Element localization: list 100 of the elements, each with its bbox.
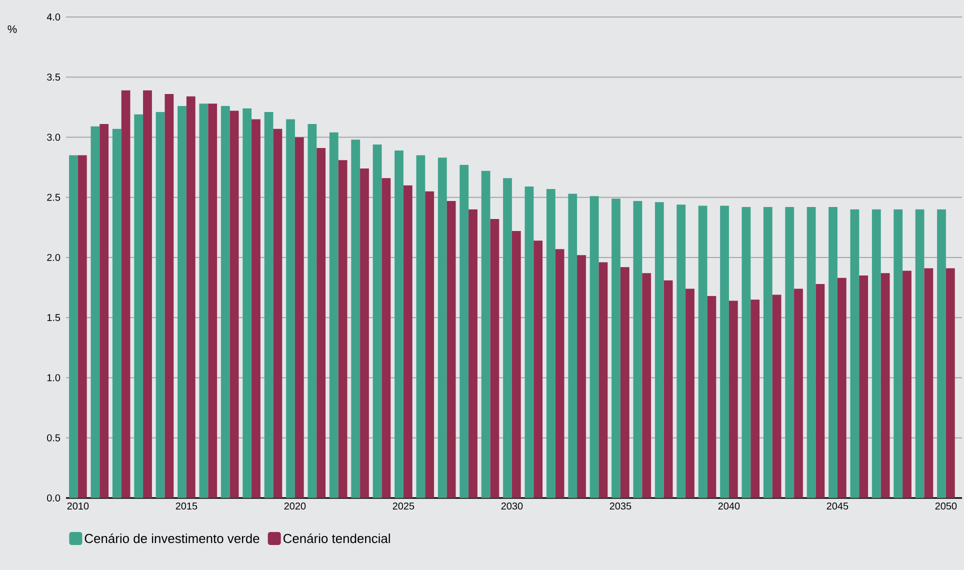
x-tick-label: 2040: [718, 502, 740, 510]
x-tick-label: 2045: [826, 502, 848, 510]
bar: [555, 249, 564, 498]
bar: [915, 209, 924, 498]
bar: [490, 219, 500, 498]
x-tick-label: 2020: [284, 502, 306, 510]
bar: [416, 155, 426, 498]
bar: [308, 124, 317, 498]
bar: [698, 206, 708, 498]
bar: [872, 209, 881, 498]
y-tick-label: 3.0: [47, 134, 60, 141]
bar: [425, 191, 434, 498]
bar: [294, 137, 304, 498]
bar: [512, 231, 521, 498]
bar: [264, 112, 274, 498]
bar: [676, 204, 686, 498]
bar: [382, 178, 391, 498]
bar: [208, 104, 218, 498]
bar: [460, 164, 469, 498]
bar: [134, 114, 144, 498]
bar: [806, 206, 816, 498]
bar: [859, 276, 868, 498]
bar: [728, 300, 738, 498]
bar: [654, 202, 664, 498]
bar: [90, 126, 100, 498]
bar: [100, 124, 109, 498]
bar: [850, 209, 860, 498]
bar: [534, 240, 543, 498]
x-tick-label: 2010: [67, 502, 89, 510]
bar: [633, 200, 642, 498]
bar: [837, 278, 846, 498]
bar: [686, 288, 694, 498]
bar: [372, 144, 382, 498]
bar: [503, 178, 512, 498]
bar: [772, 294, 782, 498]
bar: [598, 262, 608, 498]
bar: [568, 194, 578, 498]
bar: [143, 90, 152, 498]
bar: [577, 255, 586, 498]
y-tick-label: 3.5: [47, 74, 60, 81]
legend-label: Cenário tendencial: [283, 533, 390, 544]
bar: [316, 148, 326, 498]
y-tick-label: 2.5: [47, 194, 60, 201]
bar: [763, 206, 772, 498]
y-tick-label: 0.0: [47, 494, 60, 502]
bar: [590, 196, 599, 498]
y-tick-label: 2.0: [47, 254, 60, 262]
y-tick-label: 0.5: [47, 434, 60, 442]
bar: [273, 128, 282, 498]
bar: [642, 273, 652, 498]
bar: [220, 106, 230, 498]
bar: [816, 284, 825, 498]
bar: [438, 158, 447, 498]
bar: [252, 119, 260, 498]
bar: [329, 132, 338, 498]
bar: [286, 119, 295, 498]
bar: [112, 128, 122, 498]
x-tick-label: 2030: [501, 502, 523, 510]
bar: [524, 186, 534, 498]
bar: [360, 168, 369, 498]
bar: [230, 110, 239, 498]
y-axis-title: %: [8, 25, 17, 33]
bar: [351, 140, 360, 498]
bar: [664, 280, 673, 498]
bar: [468, 209, 478, 498]
bar: [794, 288, 803, 498]
y-tick-label: 1.5: [47, 314, 60, 322]
x-tick-label: 2025: [392, 502, 414, 510]
bar: [69, 155, 78, 498]
bar: [156, 112, 165, 498]
x-tick-label: 2050: [935, 502, 957, 510]
x-tick-label: 2015: [176, 502, 198, 510]
bar: [880, 273, 890, 498]
bar: [242, 108, 252, 498]
bar: [78, 155, 87, 498]
bar: [620, 267, 630, 498]
bar: [937, 209, 946, 498]
bar: [742, 206, 751, 498]
bar: [924, 268, 934, 498]
bar: [785, 206, 794, 498]
bar: [546, 188, 556, 498]
bar: [902, 270, 912, 498]
bar: [946, 268, 955, 498]
bar: [199, 104, 208, 498]
legend-label: Cenário de investimento verde: [84, 533, 260, 544]
bar: [481, 170, 490, 498]
bar: [446, 200, 456, 498]
bar: [178, 106, 186, 498]
y-tick-label: 1.0: [47, 374, 60, 382]
bar: [720, 206, 729, 498]
y-tick-label: 4.0: [46, 13, 60, 21]
bar: [394, 150, 404, 498]
bar: [894, 209, 903, 498]
bar: [186, 96, 196, 498]
bar: [707, 296, 716, 498]
x-tick-label: 2035: [610, 502, 632, 510]
bar: [828, 206, 838, 498]
bar: [750, 300, 760, 498]
bar: [121, 90, 130, 498]
bar: [338, 160, 348, 498]
